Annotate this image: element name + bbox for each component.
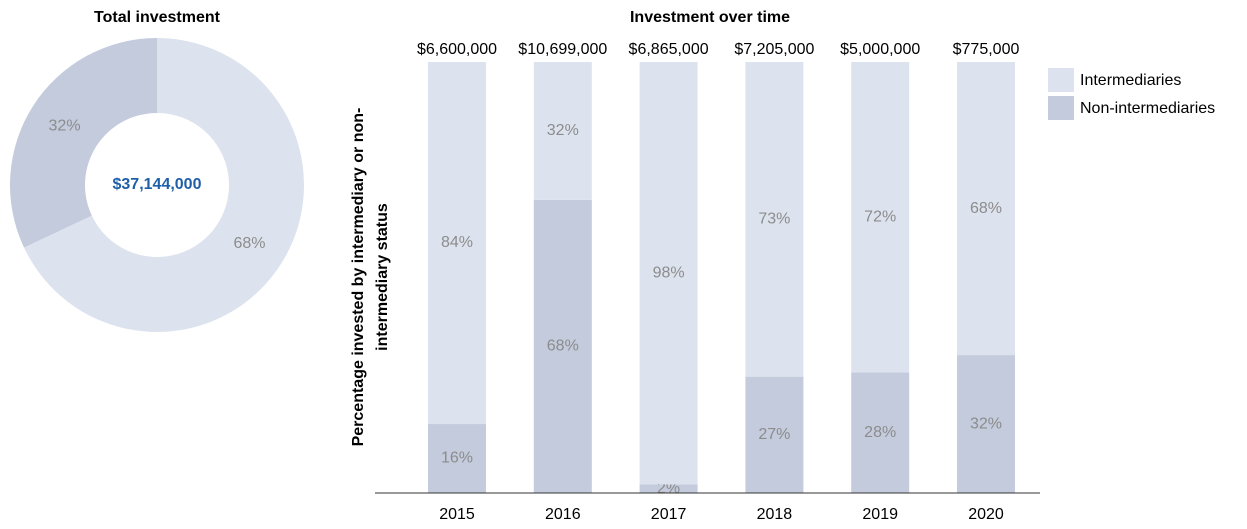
total-label: $7,205,000 [734,41,814,58]
bar-segment [639,484,698,493]
bar-segment [533,62,592,200]
total-label: $10,699,000 [518,41,607,58]
bar-segment [428,424,486,493]
slice-label: 32% [49,118,81,135]
bar-segment [851,62,910,373]
total-label: $5,000,000 [840,41,920,58]
bar-segment [745,376,804,493]
bar-segment [428,62,486,425]
y-axis-label: intermediary status [374,203,391,351]
legend-label: Intermediaries [1080,72,1181,89]
bar-segment [851,372,910,493]
donut-slice [10,38,158,248]
bar-value-label: 72% [864,208,896,225]
bar-value-label: 68% [970,200,1002,217]
x-tick-label: 2019 [862,506,898,523]
legend-label: Non-intermediaries [1080,100,1215,117]
bar-value-label: 73% [758,211,790,228]
x-tick-label: 2018 [757,506,793,523]
total-label: $775,000 [953,41,1020,58]
y-axis-label: Percentage invested by intermediary or n… [350,108,367,447]
x-tick-label: 2016 [545,506,581,523]
bar-value-label: 32% [970,415,1002,432]
x-tick-label: 2017 [651,506,687,523]
bar-value-label: 16% [441,450,473,467]
x-tick-label: 2015 [439,506,475,523]
bar-segment [533,199,592,494]
total-label: $6,865,000 [629,41,709,58]
legend-swatch [1048,68,1074,92]
center-label: $37,144,000 [113,176,202,193]
bar-value-label: 84% [441,234,473,251]
bar-title: Investment over time [630,9,790,26]
total-label: $6,600,000 [417,41,497,58]
donut-slice [23,38,305,332]
donut-title: Total investment [94,9,221,26]
bar-value-label: 27% [758,426,790,443]
bar-segment [745,62,804,377]
bar-value-label: 28% [864,424,896,441]
bar-segment [957,355,1015,493]
legend-swatch [1048,96,1074,120]
bar-value-label: 68% [547,338,579,355]
bar-value-label: 98% [653,264,685,281]
slice-label: 68% [233,235,265,252]
x-tick-label: 2020 [968,506,1004,523]
bar-value-label: 32% [547,122,579,139]
bar-segment [957,62,1015,356]
bar-segment [639,62,698,485]
